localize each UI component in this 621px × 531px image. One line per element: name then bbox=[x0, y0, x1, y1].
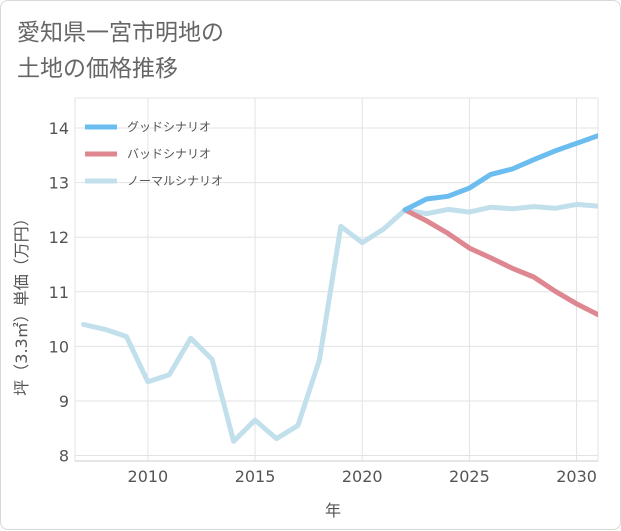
y-tick-label: 12 bbox=[49, 228, 69, 247]
x-axis-title: 年 bbox=[325, 501, 341, 520]
x-tick-label: 2015 bbox=[235, 467, 276, 486]
y-tick-label: 14 bbox=[49, 119, 69, 138]
x-tick-label: 2020 bbox=[342, 467, 383, 486]
y-axis-title: 坪（3.3㎡）単価（万円） bbox=[12, 210, 31, 395]
series-line bbox=[402, 207, 598, 318]
grid bbox=[74, 97, 599, 462]
series-line bbox=[402, 133, 598, 213]
y-tick-label: 9 bbox=[59, 392, 69, 411]
series-lines bbox=[81, 133, 598, 444]
y-tick-label: 8 bbox=[59, 447, 69, 466]
x-tick-label: 2025 bbox=[449, 467, 490, 486]
axes: 2010 2015 2020 2025 2030 8 9 10 11 12 13 14 bbox=[49, 119, 598, 486]
y-tick-label: 10 bbox=[49, 337, 69, 356]
y-tick-label: 13 bbox=[49, 174, 69, 193]
legend-label: グッドシナリオ bbox=[127, 120, 211, 134]
legend-label: バッドシナリオ bbox=[127, 147, 211, 161]
x-tick-label: 2010 bbox=[128, 467, 169, 486]
x-tick-label: 2030 bbox=[556, 467, 597, 486]
series-line bbox=[81, 201, 598, 444]
chart-title: 愛知県一宮市明地の 土地の価格推移 bbox=[17, 20, 224, 82]
legend-label: ノーマルシナリオ bbox=[127, 174, 223, 188]
y-tick-label: 11 bbox=[49, 283, 69, 302]
